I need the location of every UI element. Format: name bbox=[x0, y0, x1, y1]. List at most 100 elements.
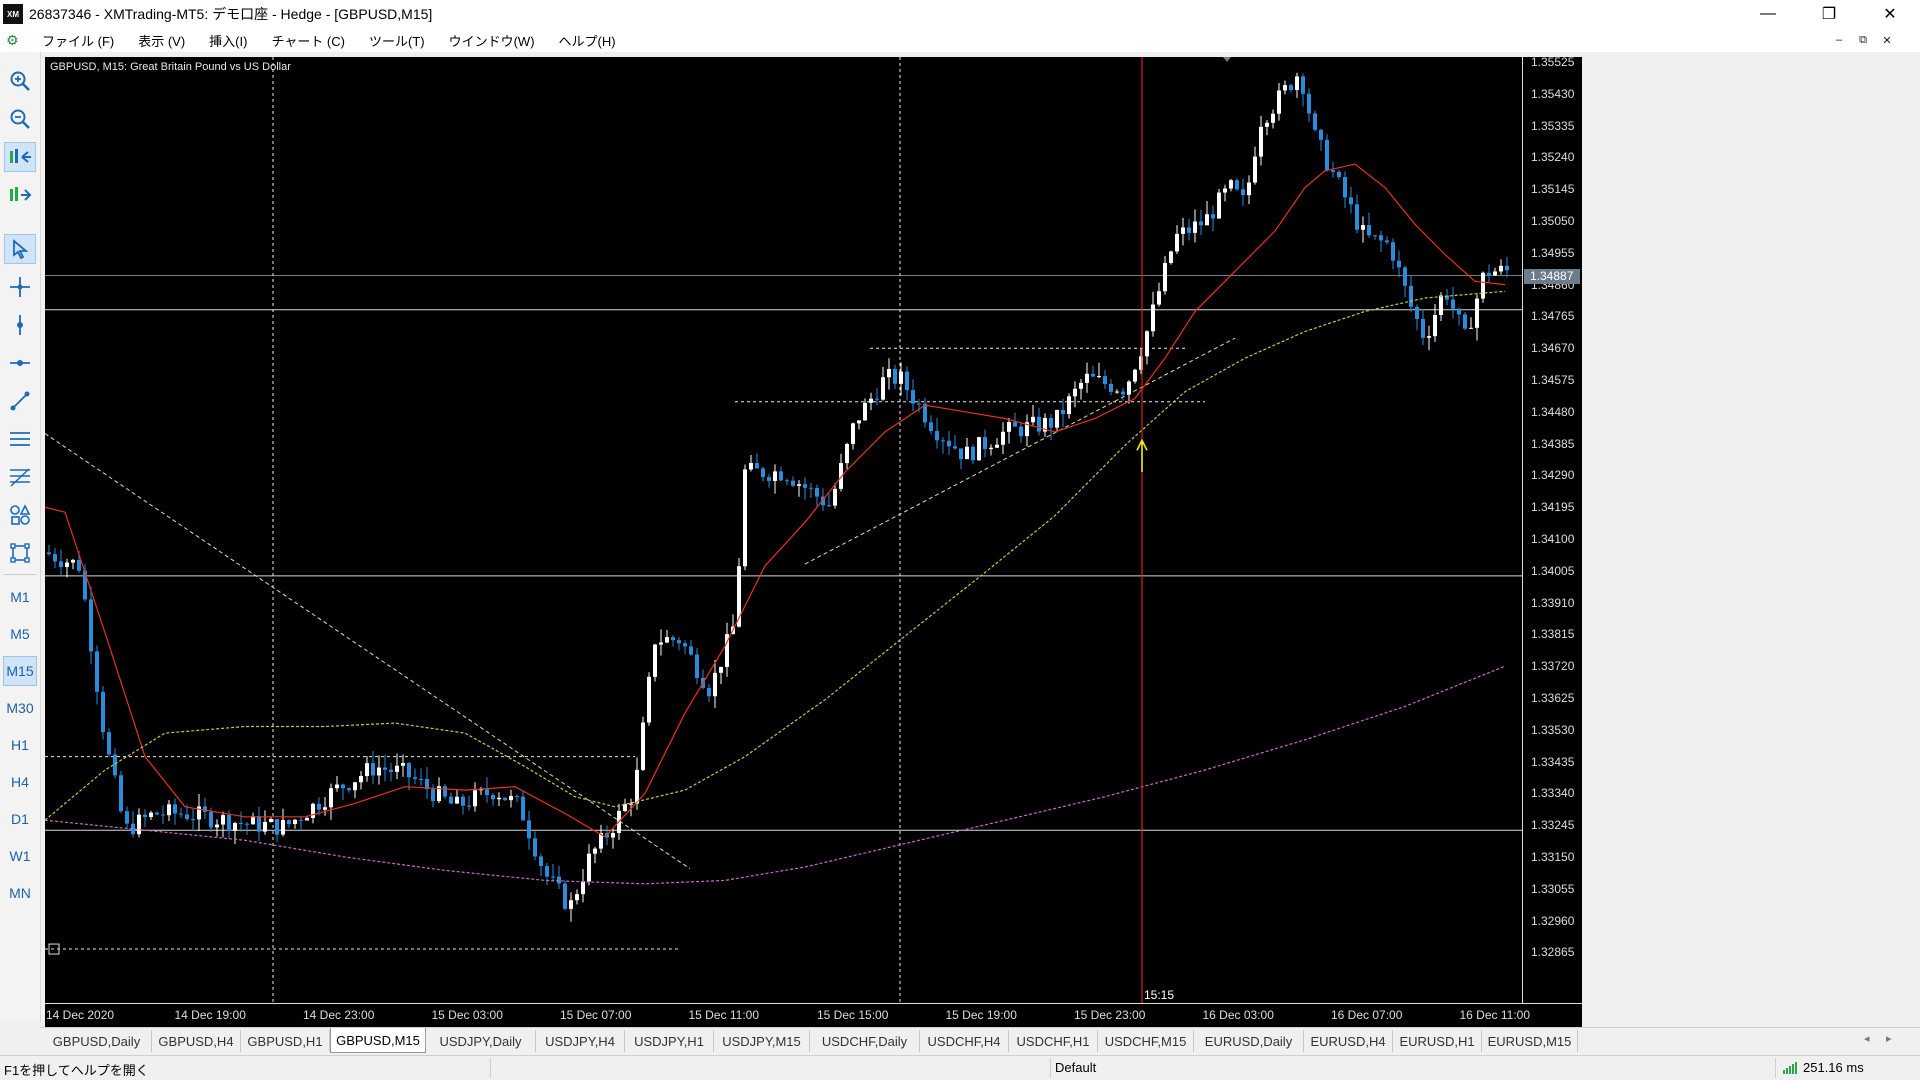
candle-body bbox=[119, 775, 123, 812]
price-label: 1.34480 bbox=[1531, 404, 1575, 419]
chart-tab[interactable]: USDCHF,Daily bbox=[810, 1030, 920, 1052]
candle-body bbox=[179, 813, 183, 815]
candle-body bbox=[1067, 396, 1071, 414]
chart-shift-icon[interactable] bbox=[4, 180, 36, 210]
candle-body bbox=[563, 883, 567, 909]
candle-body bbox=[485, 789, 489, 796]
chart-tab[interactable]: USDJPY,H1 bbox=[625, 1030, 714, 1052]
tab-scroll-right-icon[interactable]: ▸ bbox=[1886, 1033, 1892, 1045]
connection-status[interactable]: 251.16 ms bbox=[1783, 1060, 1864, 1075]
candle-body bbox=[107, 732, 111, 755]
objects-icon[interactable] bbox=[4, 538, 36, 568]
candle-body bbox=[923, 403, 927, 423]
horizontal-line-icon[interactable] bbox=[4, 348, 36, 378]
mdi-minimize-button[interactable]: – bbox=[1835, 34, 1843, 46]
candle-body bbox=[623, 803, 627, 811]
mdi-close-button[interactable]: ✕ bbox=[1882, 34, 1892, 47]
chart-tab[interactable]: GBPUSD,Daily bbox=[42, 1030, 152, 1052]
candle-body bbox=[269, 819, 273, 822]
crosshair-icon[interactable] bbox=[4, 272, 36, 302]
price-label: 1.34385 bbox=[1531, 436, 1575, 451]
candle-body bbox=[1223, 188, 1227, 193]
moving-average-mid bbox=[45, 290, 1506, 821]
candle-body bbox=[1175, 233, 1179, 252]
chart-tab[interactable]: GBPUSD,M15 bbox=[330, 1028, 426, 1053]
channel-icon[interactable] bbox=[4, 424, 36, 454]
price-label: 1.34575 bbox=[1531, 373, 1575, 387]
chart-tab[interactable]: EURUSD,M15 bbox=[1482, 1030, 1578, 1052]
time-label: 15 Dec 07:00 bbox=[560, 1008, 632, 1022]
timeframe-d1[interactable]: D1 bbox=[11, 811, 29, 827]
tab-scroll-left-icon[interactable]: ◂ bbox=[1864, 1033, 1870, 1045]
candle-body bbox=[1427, 336, 1431, 338]
price-axis[interactable]: 1.35525 1.35430 1.35335 1.35240 1.35145 1.350… bbox=[1522, 55, 1582, 1027]
candle-body bbox=[155, 812, 159, 815]
price-chart[interactable]: 15:15 GBPUSD, M15: Great Britain Pound v… bbox=[45, 57, 1522, 1027]
candle-body bbox=[587, 853, 591, 882]
vertical-line-time-label: 15:15 bbox=[1144, 988, 1174, 1002]
restore-button[interactable]: ❐ bbox=[1821, 6, 1837, 23]
shapes-icon[interactable] bbox=[4, 500, 36, 530]
candle-body bbox=[671, 637, 675, 641]
menu-view[interactable]: 表示 (V) bbox=[138, 33, 186, 49]
zoom-out-icon[interactable] bbox=[4, 104, 36, 134]
chart-tab[interactable]: USDCHF,H1 bbox=[1009, 1030, 1098, 1052]
chart-tab[interactable]: EURUSD,H4 bbox=[1304, 1030, 1393, 1052]
candle-body bbox=[947, 440, 951, 447]
candle-body bbox=[89, 599, 93, 652]
chart-tab[interactable]: USDJPY,Daily bbox=[426, 1030, 536, 1052]
chart-tab[interactable]: EURUSD,Daily bbox=[1194, 1030, 1304, 1052]
menu-help[interactable]: ヘルプ(H) bbox=[558, 33, 616, 49]
menu-tools[interactable]: ツール(T) bbox=[368, 33, 425, 49]
chart-canvas[interactable]: 15:15 bbox=[45, 57, 1522, 1003]
zoom-in-icon[interactable] bbox=[4, 66, 36, 96]
candle-body bbox=[95, 651, 99, 692]
timeframe-h4[interactable]: H4 bbox=[11, 774, 29, 790]
chart-tab[interactable]: EURUSD,H1 bbox=[1393, 1030, 1482, 1052]
chart-tab[interactable]: USDJPY,H4 bbox=[536, 1030, 625, 1052]
candle-body bbox=[167, 804, 171, 816]
candle-body bbox=[479, 789, 483, 791]
vertical-line-icon[interactable] bbox=[4, 310, 36, 340]
candle-body bbox=[905, 371, 909, 391]
candle-body bbox=[419, 778, 423, 780]
candle-body bbox=[1505, 265, 1509, 271]
minimize-button[interactable]: — bbox=[1760, 5, 1776, 22]
candle-body bbox=[407, 763, 411, 778]
candle-body bbox=[677, 640, 681, 644]
menu-insert[interactable]: 挿入(I) bbox=[209, 33, 248, 49]
mdi-restore-button[interactable]: ⧉ bbox=[1859, 33, 1867, 46]
candle-body bbox=[239, 823, 243, 825]
chart-tab[interactable]: GBPUSD,H4 bbox=[152, 1030, 241, 1052]
candle-body bbox=[209, 811, 213, 828]
timeframe-m15[interactable]: M15 bbox=[3, 656, 37, 686]
time-axis[interactable]: 14 Dec 2020 14 Dec 19:00 14 Dec 23:00 15 De… bbox=[45, 1003, 1916, 1027]
fibonacci-icon[interactable] bbox=[4, 462, 36, 492]
candle-body bbox=[1277, 90, 1281, 114]
candle-body bbox=[1385, 240, 1389, 243]
cursor-icon[interactable] bbox=[4, 234, 36, 264]
timeframe-m30[interactable]: M30 bbox=[6, 700, 34, 716]
timeframe-m1[interactable]: M1 bbox=[10, 589, 30, 605]
candle-body bbox=[665, 637, 669, 643]
timeframe-w1[interactable]: W1 bbox=[9, 848, 31, 864]
menu-window[interactable]: ウインドウ(W) bbox=[448, 33, 535, 49]
candle-body bbox=[125, 811, 129, 824]
status-profile[interactable]: Default bbox=[1055, 1060, 1097, 1075]
timeframe-mn[interactable]: MN bbox=[9, 885, 31, 901]
timeframe-m5[interactable]: M5 bbox=[10, 626, 30, 642]
time-label: 15 Dec 03:00 bbox=[431, 1008, 503, 1022]
menu-chart[interactable]: チャート (C) bbox=[271, 33, 345, 49]
moving-average-slow bbox=[45, 665, 1506, 885]
candle-body bbox=[803, 484, 807, 488]
trendline-icon[interactable] bbox=[4, 386, 36, 416]
timeframe-h1[interactable]: H1 bbox=[11, 737, 29, 753]
candle-body bbox=[581, 881, 585, 895]
chart-tab[interactable]: USDJPY,M15 bbox=[714, 1030, 810, 1052]
chart-tab[interactable]: GBPUSD,H1 bbox=[241, 1030, 330, 1052]
close-button[interactable]: ✕ bbox=[1883, 6, 1897, 23]
menu-file[interactable]: ファイル (F) bbox=[42, 33, 115, 49]
chart-tab[interactable]: USDCHF,M15 bbox=[1098, 1030, 1194, 1052]
auto-scroll-icon[interactable] bbox=[4, 142, 36, 172]
chart-tab[interactable]: USDCHF,H4 bbox=[920, 1030, 1009, 1052]
